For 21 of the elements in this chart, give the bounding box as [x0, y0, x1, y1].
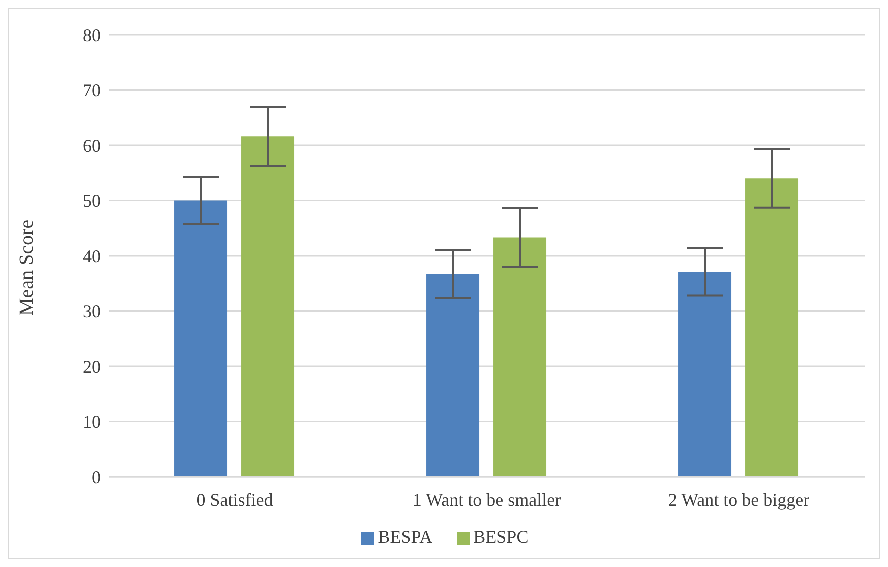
y-tick-label: 10: [83, 412, 101, 432]
y-tick-label: 70: [83, 80, 101, 101]
y-tick-label: 60: [83, 136, 101, 156]
legend-label: BESPA: [378, 527, 433, 547]
bar: [678, 272, 732, 477]
bar: [494, 238, 547, 477]
y-tick-label: 30: [83, 302, 101, 322]
y-tick-label: 0: [92, 467, 101, 488]
legend-label: BESPC: [474, 527, 529, 547]
bar: [174, 200, 228, 477]
x-tick-label: 2 Want to be bigger: [668, 490, 810, 510]
x-tick-label: 0 Satisfied: [196, 490, 274, 510]
y-tick-label: 50: [83, 191, 101, 212]
y-tick-label: 20: [83, 356, 101, 377]
bar: [242, 136, 295, 477]
y-tick-label: 40: [83, 246, 101, 266]
x-tick-label: 1 Want to be smaller: [412, 490, 562, 510]
y-axis-title: Mean Score: [16, 220, 38, 316]
y-tick-label: 80: [83, 25, 101, 46]
bar: [426, 274, 480, 477]
bar: [746, 178, 799, 477]
